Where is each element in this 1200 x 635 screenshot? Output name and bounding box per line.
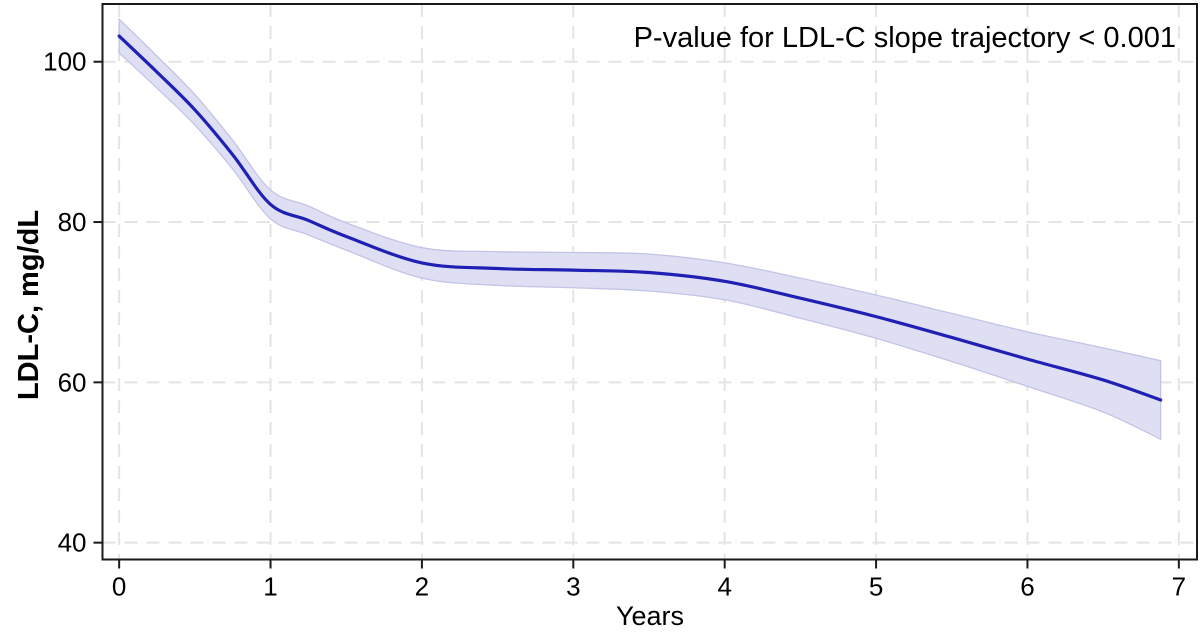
axis-tick-labels: 40 60 80 100 0 1 2 3 4 5 6 7 [43,47,1186,602]
y-axis-title: LDL-C, mg/dL [13,210,45,400]
y-tick-label: 100 [43,47,86,77]
y-tick-label: 40 [58,528,87,558]
mean-trend-line [117,34,1163,402]
x-tick-label: 3 [566,572,580,602]
confidence-band [118,17,1162,441]
x-tick-label: 0 [112,572,126,602]
axis-ticks [93,60,1180,569]
x-tick-label: 5 [869,572,883,602]
x-tick-label: 2 [415,572,429,602]
x-tick-label: 4 [717,572,731,602]
plot-frame [101,3,1198,561]
x-tick-label: 1 [263,572,277,602]
p-value-annotation: P-value for LDL-C slope trajectory < 0.0… [634,22,1176,54]
x-tick-label: 6 [1020,572,1034,602]
x-tick-label: 7 [1172,572,1186,602]
y-tick-label: 80 [58,207,87,237]
x-axis-title: Years [616,601,684,631]
y-tick-label: 60 [58,367,87,397]
